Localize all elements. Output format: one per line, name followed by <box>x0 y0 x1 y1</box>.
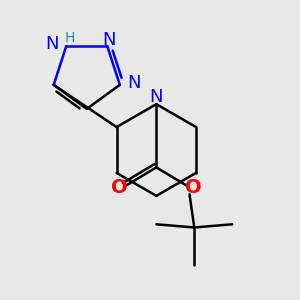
Text: O: O <box>111 178 127 197</box>
Text: N: N <box>45 35 58 53</box>
Text: O: O <box>185 178 202 197</box>
Text: N: N <box>128 74 141 92</box>
Text: H: H <box>64 31 75 45</box>
Text: N: N <box>150 88 163 106</box>
Text: N: N <box>102 31 116 49</box>
